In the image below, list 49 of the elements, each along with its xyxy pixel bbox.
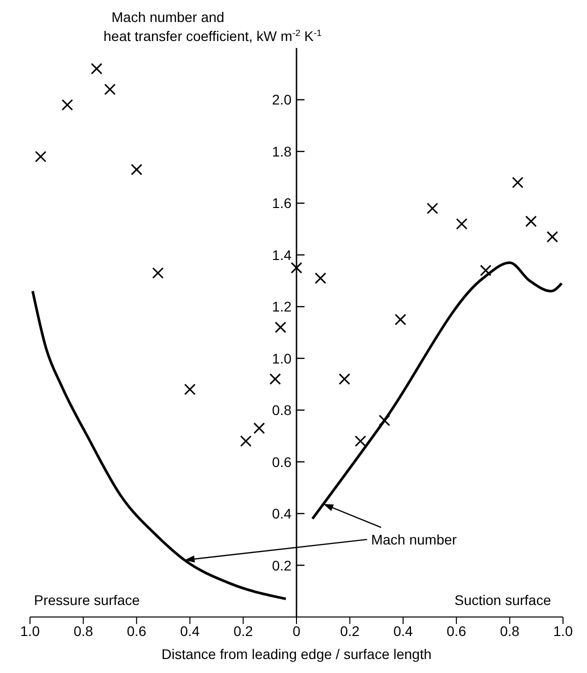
y-tick-label: 1.8: [272, 143, 292, 160]
point: [240, 435, 252, 447]
line-series: [311, 261, 563, 520]
x-tick-label: 0: [292, 622, 301, 639]
y-tick-label: 0.2: [272, 557, 292, 574]
y-tick-label: 1.4: [272, 246, 292, 263]
x-tick-label: 0.2: [233, 622, 254, 639]
y-tick-label: 2.0: [272, 92, 292, 108]
point: [512, 176, 524, 188]
point: [130, 164, 142, 176]
point: [34, 150, 46, 162]
x-tick-label: 0.6: [126, 622, 147, 639]
x-tick-label: 0.4: [180, 622, 200, 639]
point: [62, 99, 74, 111]
annotation: Mach number: [371, 531, 458, 548]
y-tick-label: 1.2: [272, 298, 292, 315]
point: [338, 373, 350, 385]
point: [426, 202, 438, 214]
point: [546, 231, 558, 243]
point: [525, 216, 537, 228]
annotation: Suction surface: [454, 592, 552, 608]
point: [274, 322, 286, 334]
y-tick-label: 1.0: [272, 350, 292, 366]
x-tick-label: 0.4: [393, 622, 414, 639]
point: [480, 264, 492, 276]
point: [269, 373, 281, 385]
x-tick-label: 0.6: [446, 622, 466, 639]
y-tick-label: 0.4: [272, 506, 292, 522]
point: [354, 435, 366, 447]
annotation: Pressure surface: [34, 592, 140, 608]
point: [253, 422, 265, 434]
x-axis-title: Distance from leading edge / surface length: [161, 646, 432, 662]
y-tick-label: 0.8: [272, 402, 292, 418]
point: [152, 267, 164, 279]
point: [314, 272, 326, 284]
y-tick-label: 1.6: [272, 195, 292, 212]
y-tick-label: 0.6: [272, 454, 292, 470]
x-tick-label: 1.0: [20, 622, 40, 639]
point: [290, 262, 302, 274]
x-tick-label: 0.8: [74, 622, 94, 639]
point: [184, 384, 196, 396]
x-tick-label: 0.8: [500, 622, 520, 639]
point: [90, 62, 102, 74]
x-tick-label: 0.2: [340, 622, 360, 639]
point: [394, 314, 406, 326]
y-axis-title: Mach number and heat transfer coefficient, kW m$^{-2}$ K$^{-1}$: [104, 9, 322, 44]
point: [456, 218, 468, 230]
point: [104, 84, 116, 96]
x-tick-label: 1.0: [553, 622, 573, 639]
